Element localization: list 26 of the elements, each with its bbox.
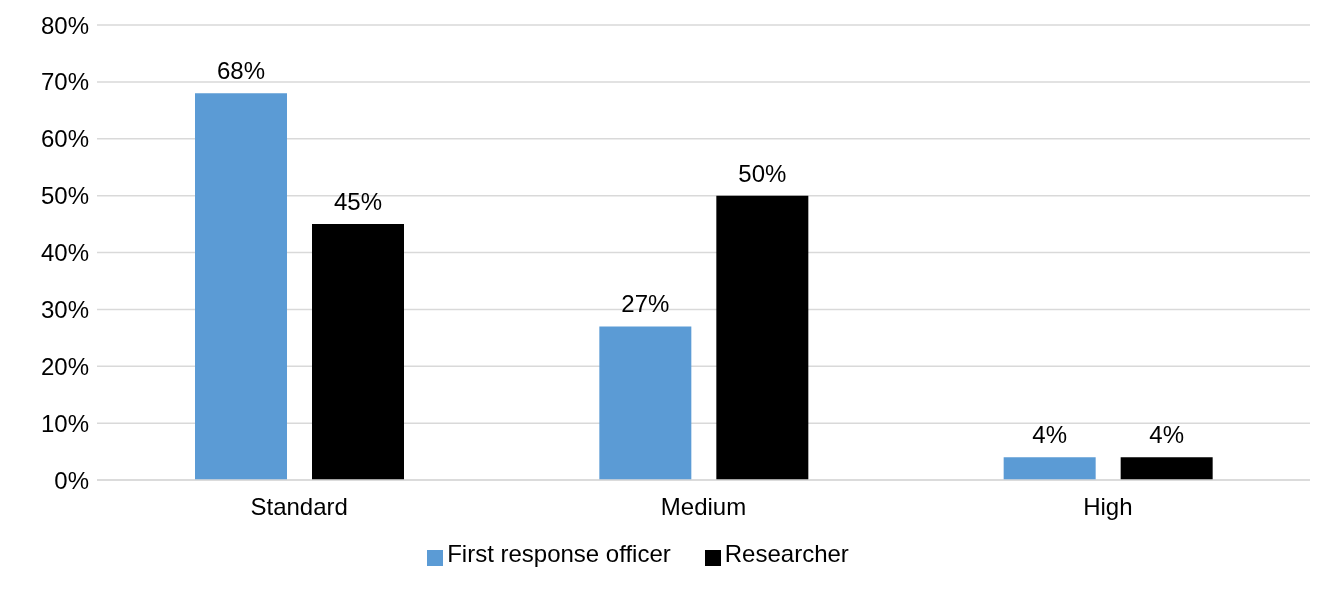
y-tick-label: 60% [40, 125, 89, 153]
bar [1003, 457, 1096, 480]
bar [312, 224, 404, 480]
y-tick-label: 20% [40, 352, 89, 380]
y-tick-label: 80% [40, 11, 89, 39]
data-label: 45% [333, 188, 383, 216]
y-tick-label: 40% [40, 239, 89, 267]
y-tick-label: 50% [40, 182, 89, 210]
y-tick-label: 10% [40, 409, 89, 437]
legend-label: Researcher [724, 540, 849, 567]
y-tick-label: 70% [40, 68, 89, 96]
bar [195, 93, 287, 480]
x-tick-label: Standard [250, 493, 348, 521]
bar [716, 195, 809, 480]
data-label: 4% [1149, 421, 1185, 449]
bar [1120, 457, 1213, 480]
bar [599, 326, 692, 480]
data-label: 27% [621, 290, 670, 318]
data-label: 68% [216, 57, 266, 85]
data-label: 4% [1032, 421, 1068, 449]
x-tick-label: High [1083, 493, 1133, 521]
legend-label: First response officer [447, 540, 671, 567]
x-tick-label: Medium [660, 493, 747, 521]
y-tick-label: 30% [40, 295, 89, 323]
y-tick-label: 0% [54, 466, 89, 494]
data-label: 50% [738, 159, 787, 187]
